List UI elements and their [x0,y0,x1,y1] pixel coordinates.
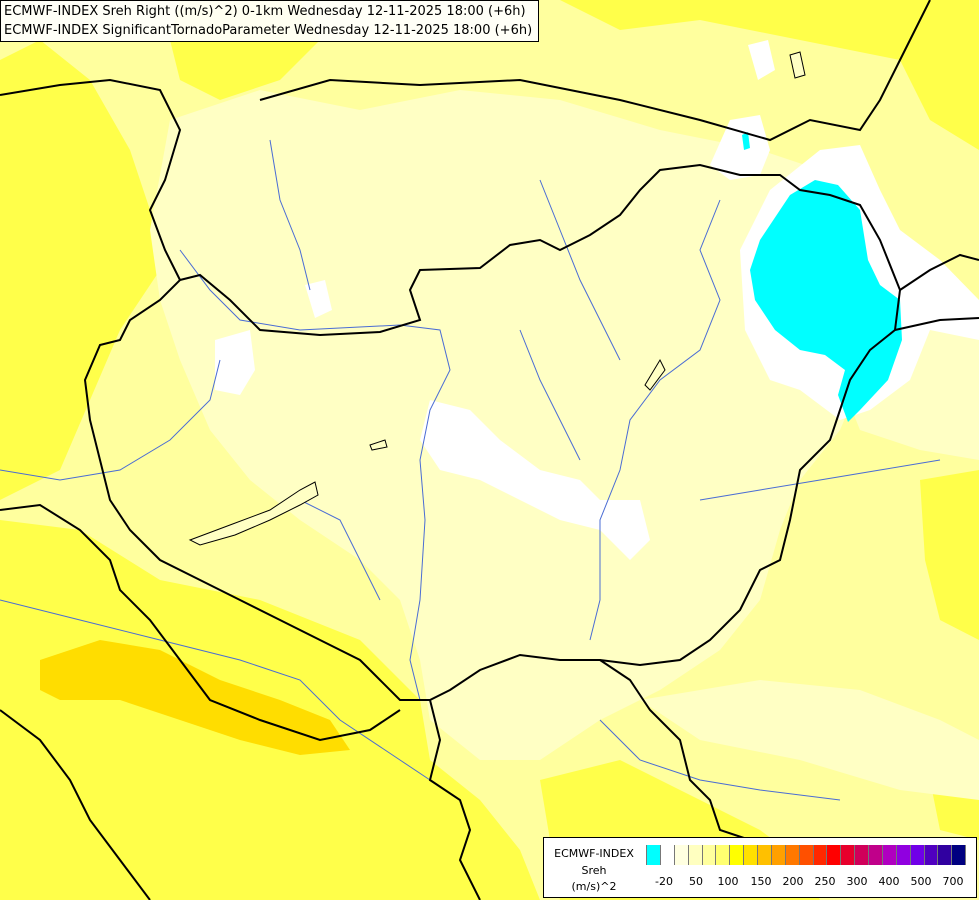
legend-tick-label: 400 [878,875,900,888]
legend-swatch [660,845,675,865]
lake-balaton [188,481,319,546]
legend-swatch [758,845,772,865]
map-title-line2: ECMWF-INDEX SignificantTornadoParameter … [4,23,533,38]
legend-swatch [744,845,758,865]
border-croatia [0,503,401,742]
legend-swatch [855,845,869,865]
white-zone-northeast-small [748,40,775,80]
lakes [188,51,806,546]
legend-tick-label: 100 [717,875,739,888]
legend-swatch [896,845,911,865]
border-south-east [599,659,751,841]
legend-tick-label: 200 [782,875,804,888]
legend-tick-label: 700 [942,875,964,888]
legend-ticks: -20 50 100 150 200 250 300 400 500 700 [646,875,976,889]
legend-source: ECMWF-INDEX [554,847,634,860]
map-title-line1: ECMWF-INDEX Sreh Right ((m/s)^2) 0-1km W… [4,4,526,19]
legend-swatch [841,845,856,865]
legend-swatch [882,845,897,865]
legend-tick-label: 50 [689,875,703,888]
yellow-zone-northeast [560,0,979,150]
legend-swatch [716,845,731,865]
yellow-zone-east [920,470,979,640]
legend-swatch [910,845,925,865]
border-east [899,253,979,291]
white-zone-north [305,280,332,318]
white-zone-west [215,330,255,395]
legend-tick-label: 150 [750,875,772,888]
legend-tick-label: -20 [655,875,673,888]
cyan-zone-small [742,132,750,150]
legend-swatch [730,845,745,865]
legend-swatch [938,845,953,865]
border-north [259,0,931,142]
legend-swatch [813,845,828,865]
lake-small-3 [789,51,806,79]
yellow-zone-west [0,40,160,500]
legend-swatch [799,845,814,865]
legend-swatch [674,845,689,865]
rivers [0,139,941,801]
legend-swatch [952,845,967,865]
river-east [699,459,941,501]
legend-swatch [869,845,883,865]
border-south-serbia [428,699,481,900]
pale-zone-southeast [640,680,979,800]
river-danube [179,249,451,701]
river-mid [519,329,581,461]
legend-tick-label: 500 [910,875,932,888]
river-drava [0,599,431,781]
legend-swatch [785,845,800,865]
legend-unit: (m/s)^2 [571,880,617,893]
border-east-south [894,317,979,331]
river-west [0,359,221,481]
cyan-zone-east [750,180,902,422]
legend-tick-label: 300 [846,875,868,888]
lake-small-2 [644,358,666,391]
lake-small-1 [369,439,388,451]
legend-swatch [771,845,786,865]
legend-swatch [827,845,842,865]
legend-swatch [702,845,717,865]
legend-swatches [646,845,967,865]
border-southwest [0,709,151,900]
legend-variable: Sreh [581,864,607,877]
white-zone-northeast [710,115,770,180]
legend-swatch [646,845,661,865]
white-zone-center [420,400,650,560]
river-tisza [589,199,721,641]
border-west-north [0,78,182,281]
river-balaton-outflow [299,499,381,601]
border-hungary [83,163,902,701]
color-legend: ECMWF-INDEX Sreh (m/s)^2 -20 50 100 150 200 2… [543,837,977,898]
legend-swatch [924,845,939,865]
legend-tick-label: 250 [814,875,836,888]
river-south [599,719,841,801]
river-north [269,139,311,291]
legend-swatch [688,845,703,865]
gold-zone-southwest [40,640,350,755]
map-title-box: ECMWF-INDEX Sreh Right ((m/s)^2) 0-1km W… [0,0,539,42]
river-northeast [539,179,621,361]
pale-zone-center [150,90,880,760]
